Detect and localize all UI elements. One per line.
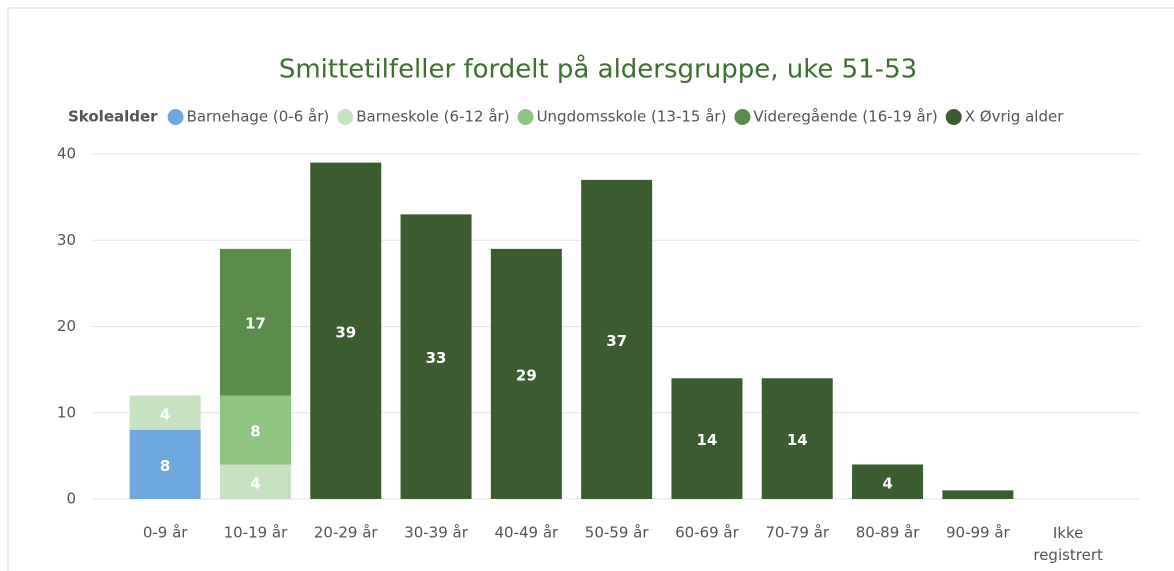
data-label: 33: [426, 349, 447, 367]
x-tick-label: 50-59 år: [585, 524, 650, 542]
bar-segment: [761, 378, 833, 499]
legend-swatch: [517, 109, 534, 125]
x-tick-label: 20-29 år: [314, 524, 379, 542]
data-label: 17: [245, 315, 266, 333]
legend-swatch: [945, 109, 962, 125]
legend-swatch: [337, 109, 354, 125]
data-label: 14: [787, 431, 808, 449]
x-tick-label: 80-89 år: [856, 524, 921, 542]
legend-label: Ungdomsskole (13-15 år): [537, 108, 727, 126]
data-label: 4: [882, 474, 892, 492]
legend-label: Videregående (16-19 år): [753, 108, 937, 126]
legend-label: Barneskole (6-12 år): [356, 108, 509, 126]
bar-segment: [490, 248, 562, 499]
data-label: 37: [606, 332, 627, 350]
bar-segment: [310, 162, 382, 499]
bar-segment: [219, 464, 291, 499]
bar-segment: [671, 378, 743, 499]
x-tick-label: 40-49 år: [494, 524, 559, 542]
bar-segment: [219, 395, 291, 465]
x-tick-label: 30-39 år: [404, 524, 469, 542]
bar-segment: [942, 490, 1014, 499]
bar-segment: [400, 214, 472, 499]
data-label: 8: [250, 423, 260, 441]
bar-segment: [129, 430, 201, 499]
bar-segment: [581, 179, 653, 499]
legend-label: Barnehage (0-6 år): [187, 108, 330, 126]
frame: [7, 7, 1174, 571]
data-label: 4: [160, 405, 170, 423]
legend-title: Skolealder: [68, 108, 158, 126]
y-tick-label: 40: [57, 145, 76, 163]
bar-segment: [219, 248, 291, 396]
chart-title: Smittetilfeller fordelt på aldersgruppe,…: [279, 54, 917, 85]
y-tick-label: 10: [57, 403, 76, 421]
y-tick-label: 0: [66, 490, 76, 508]
legend-swatch: [167, 109, 184, 125]
bar-segment: [852, 464, 924, 499]
legend-label: X Øvrig alder: [965, 108, 1064, 126]
legend-swatch: [734, 109, 751, 125]
x-tick-label: 0-9 år: [143, 524, 188, 542]
x-tick-label: 90-99 år: [946, 524, 1011, 542]
data-label: 39: [335, 323, 356, 341]
x-tick-label: 10-19 år: [224, 524, 289, 542]
data-label: 14: [697, 431, 718, 449]
data-label: 8: [160, 457, 170, 475]
data-label: 4: [250, 474, 260, 492]
y-tick-label: 20: [57, 317, 76, 335]
y-tick-label: 30: [57, 231, 76, 249]
bar-segment: [129, 395, 201, 430]
x-tick-label: Ikke registrert: [1033, 524, 1103, 564]
data-label: 29: [516, 366, 537, 384]
x-tick-label: 60-69 år: [675, 524, 740, 542]
x-tick-label: 70-79 år: [765, 524, 830, 542]
